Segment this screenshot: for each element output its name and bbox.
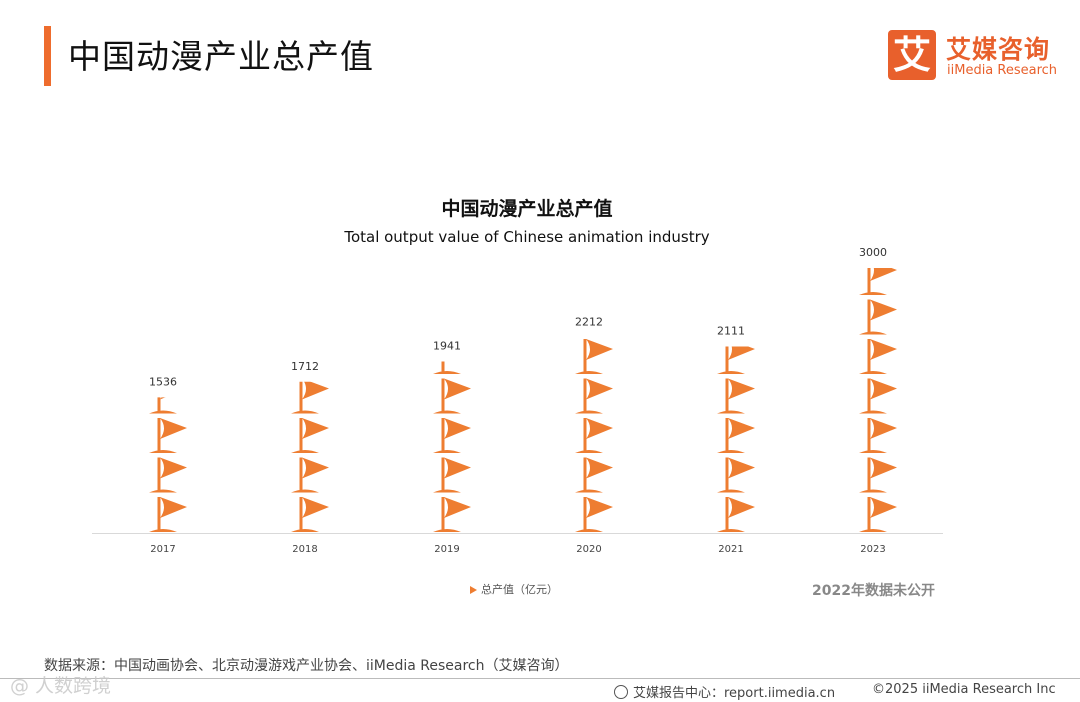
flag-icon [717,457,755,493]
flag-icon [291,418,329,453]
chart-title: 中国动漫产业总产值 [441,198,613,220]
bar-2021 [717,346,755,532]
flag-icon [859,299,897,335]
x-tick-label-2023: 2023 [860,544,885,555]
page-title: 中国动漫产业总产值 [68,37,374,76]
flag-icon [433,497,471,532]
data-source: 数据来源：中国动画协会、北京动漫游戏产业协会、iiMedia Research（… [44,658,569,674]
legend-label: 总产值（亿元） [481,583,558,596]
data-label-2021: 2111 [717,325,745,338]
data-label-2017: 1536 [149,375,177,388]
flag-icon [433,361,461,374]
flag-icon [149,457,187,493]
data-label-2020: 2212 [575,316,603,329]
bar-2019 [433,300,471,532]
data-label-2018: 1712 [291,360,319,373]
brand-logo: 艾 艾媒咨询 iiMedia Research [888,30,1063,86]
chart-subtitle: Total output value of Chinese animation … [344,228,710,246]
x-tick-label-2019: 2019 [434,544,459,555]
flag-icon [717,346,755,374]
legend-flag-icon [470,586,477,594]
bar-2020 [575,339,613,532]
flag-icon [433,378,471,414]
chart-legend: 总产值（亿元） [470,581,558,597]
title-accent-bar [44,26,51,86]
flag-icon [859,497,897,532]
flag-icon [291,457,329,493]
flag-icon [433,300,471,335]
flag-icon [859,339,897,374]
bar-2023 [859,268,897,532]
flag-icon [149,497,187,532]
flag-icon [575,378,613,414]
footer-divider [0,678,1080,679]
bar-2018 [291,381,329,532]
flag-icon [291,381,329,414]
globe-icon [614,685,628,699]
footer-copyright: ©2025 iiMedia Research Inc [872,682,1056,697]
flag-icon [717,497,755,532]
flag-icon [717,418,755,453]
x-tick-label-2017: 2017 [150,544,175,555]
flag-icon [291,497,329,532]
footer-center-text: 艾媒报告中心：report.iimedia.cn [633,686,836,701]
flag-icon [575,418,613,453]
x-tick-label-2020: 2020 [576,544,601,555]
logo-name-cn: 艾媒咨询 [946,35,1051,64]
data-label-2023: 3000 [859,246,887,259]
flag-icon [859,378,897,414]
flag-icon [575,497,613,532]
watermark: @ 人数跨境 [10,675,112,697]
flag-icon [149,418,187,453]
logo-mark: 艾 [888,30,936,80]
flag-icon [149,339,187,374]
x-tick-label-2018: 2018 [292,544,317,555]
flag-icon [859,457,897,493]
bar-2017 [149,339,187,532]
data-label-2019: 1941 [433,340,461,353]
flag-icon [149,397,177,414]
flag-icon [575,457,613,493]
flag-icon [433,457,471,493]
data-note: 2022年数据未公开 [812,583,935,599]
flag-icon [433,418,471,453]
logo-name-en: iiMedia Research [947,63,1058,78]
flag-icon [717,378,755,414]
x-tick-label-2021: 2021 [718,544,743,555]
flag-icon [575,339,613,374]
footer-report-center: 艾媒报告中心：report.iimedia.cn [614,682,835,701]
flag-icon [859,418,897,453]
flag-icon [859,268,897,295]
